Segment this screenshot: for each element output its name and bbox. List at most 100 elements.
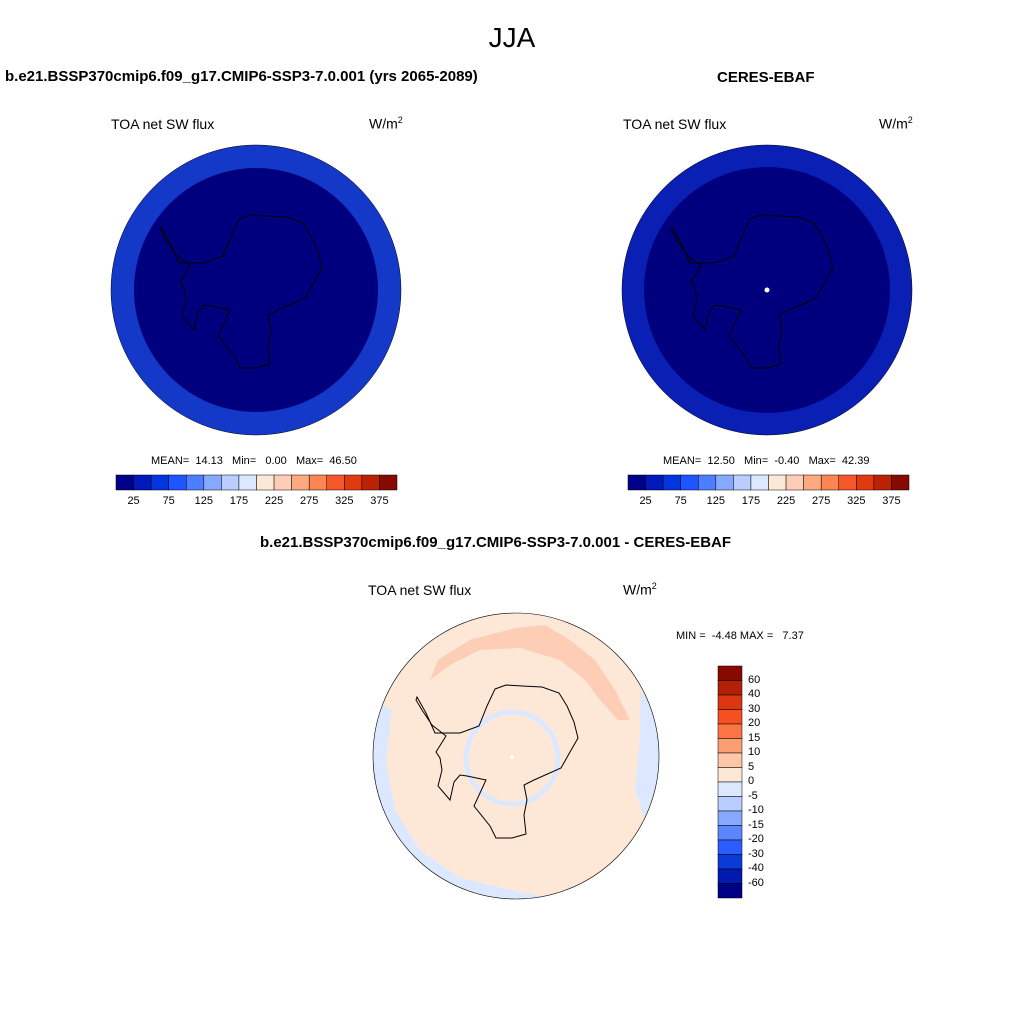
diff-cool-region-west bbox=[373, 700, 560, 899]
left-colorbar-tick-label: 375 bbox=[370, 495, 389, 507]
diff-colorbar-tick-label: 60 bbox=[748, 673, 761, 686]
diff-colorbar-tick-label: 0 bbox=[748, 775, 755, 787]
left-min-label: Min= bbox=[232, 455, 257, 467]
diff-colorbar-tick-label: 5 bbox=[748, 760, 755, 773]
diff-colorbar-tick-label: -10 bbox=[748, 804, 764, 816]
left-colorbar-tick-label: 225 bbox=[264, 495, 284, 507]
right-colorbar-swatch-6 bbox=[733, 474, 752, 491]
left-stats: MEAN= 14.13 Min= 0.00 Max= 46.50 bbox=[151, 455, 357, 467]
left-colorbar-tick-label: 125 bbox=[194, 495, 213, 507]
right-variable-label: TOA net SW flux bbox=[623, 116, 727, 132]
left-colorbar bbox=[115, 474, 398, 491]
left-colorbar-swatch-15 bbox=[379, 474, 398, 491]
left-max-label: Max= bbox=[295, 455, 324, 467]
diff-colorbar-tick-label: 40 bbox=[748, 688, 761, 700]
left-colorbar-tick-label: 275 bbox=[300, 495, 319, 507]
diff-colorbar-swatch-1 bbox=[717, 680, 743, 696]
diff-max-label: MAX = bbox=[739, 630, 774, 642]
left-variable-label: TOA net SW flux bbox=[111, 116, 215, 132]
diff-colorbar-swatch-12 bbox=[717, 839, 743, 855]
left-map-inner-field bbox=[134, 168, 378, 412]
right-colorbar-swatch-10 bbox=[803, 474, 822, 491]
diff-colorbar-swatch-15 bbox=[717, 883, 743, 899]
diff-colorbar-tick-label: -20 bbox=[748, 833, 764, 845]
diff-colorbar-swatch-3 bbox=[717, 709, 743, 725]
diff-colorbar-swatch-4 bbox=[717, 723, 743, 739]
left-colorbar-swatch-11 bbox=[308, 474, 327, 491]
right-mean-label: MEAN= bbox=[663, 455, 702, 467]
right-colorbar-tick-label: 225 bbox=[776, 495, 796, 507]
right-units-label: W/m2 bbox=[879, 115, 913, 132]
right-colorbar-tick-label: 275 bbox=[812, 495, 831, 507]
diff-variable-label: TOA net SW flux bbox=[368, 582, 472, 598]
left-colorbar-swatch-1 bbox=[133, 474, 152, 491]
left-colorbar-swatch-14 bbox=[361, 474, 380, 491]
left-colorbar-tick-label: 25 bbox=[127, 495, 140, 507]
right-pole-missing-dot bbox=[764, 287, 770, 293]
figure-title: JJA bbox=[488, 22, 536, 53]
diff-colorbar-swatch-7 bbox=[717, 767, 743, 783]
right-colorbar-tick-label: 75 bbox=[674, 495, 687, 507]
right-colorbar-swatch-11 bbox=[820, 474, 839, 491]
left-colorbar-swatch-4 bbox=[186, 474, 205, 491]
diff-colorbar-swatch-6 bbox=[717, 752, 743, 768]
left-max-value: 46.50 bbox=[329, 455, 357, 467]
right-colorbar-swatch-3 bbox=[680, 474, 699, 491]
right-case-title: CERES-EBAF bbox=[717, 69, 815, 86]
right-stats: MEAN= 12.50 Min= -0.40 Max= 42.39 bbox=[663, 455, 869, 467]
diff-colorbar-swatch-8 bbox=[717, 781, 743, 797]
diff-units-base: W/m bbox=[623, 581, 652, 598]
right-colorbar-swatch-4 bbox=[698, 474, 717, 491]
left-colorbar-swatch-0 bbox=[115, 474, 134, 491]
right-colorbar-tick-label: 325 bbox=[847, 495, 866, 507]
diff-colorbar-swatch-5 bbox=[717, 738, 743, 754]
right-max-value: 42.39 bbox=[841, 455, 870, 467]
left-colorbar-tick-label: 75 bbox=[162, 495, 175, 507]
diff-colorbar-swatch-14 bbox=[717, 868, 743, 884]
left-mean-label: MEAN= bbox=[151, 455, 190, 467]
right-colorbar-swatch-9 bbox=[785, 474, 804, 491]
diff-colorbar-swatch-9 bbox=[717, 796, 743, 812]
right-colorbar-swatch-0 bbox=[627, 474, 646, 491]
left-colorbar-swatch-8 bbox=[256, 474, 275, 491]
diff-warm-band bbox=[430, 625, 630, 720]
right-colorbar-swatch-1 bbox=[645, 474, 664, 491]
right-min-value: -0.40 bbox=[774, 455, 800, 467]
right-colorbar-swatch-15 bbox=[891, 474, 910, 491]
right-max-label: Max= bbox=[808, 455, 836, 467]
diff-map-background bbox=[373, 613, 659, 899]
diff-min-value: -4.48 bbox=[711, 630, 737, 642]
left-colorbar-tick-label: 175 bbox=[229, 495, 249, 507]
diff-colorbar-tick-label: 15 bbox=[748, 731, 761, 744]
left-colorbar-swatch-3 bbox=[168, 474, 187, 491]
right-colorbar bbox=[627, 474, 910, 491]
left-colorbar-swatch-7 bbox=[238, 474, 257, 491]
left-case-title: b.e21.BSSP370cmip6.f09_g17.CMIP6-SSP3-7.… bbox=[5, 68, 478, 85]
left-mean-value: 14.13 bbox=[195, 455, 223, 467]
right-colorbar-tick-label: 125 bbox=[706, 495, 725, 507]
diff-cool-region-east bbox=[635, 690, 659, 820]
diff-colorbar-tick-label: 10 bbox=[748, 746, 761, 758]
left-units-exponent: 2 bbox=[397, 115, 403, 125]
left-min-value: 0.00 bbox=[265, 455, 287, 467]
left-colorbar-swatch-2 bbox=[150, 474, 169, 491]
left-units-label: W/m2 bbox=[369, 115, 403, 132]
diff-cool-ring bbox=[463, 709, 561, 807]
right-colorbar-tick-label: 375 bbox=[882, 495, 901, 507]
diff-units-label: W/m2 bbox=[623, 581, 657, 598]
diff-antarctica-coastline bbox=[415, 684, 579, 839]
diff-units-exponent: 2 bbox=[651, 581, 657, 591]
right-min-label: Min= bbox=[744, 455, 769, 467]
diff-colorbar-tick-label: 20 bbox=[748, 717, 761, 729]
diff-colorbar-swatch-2 bbox=[717, 694, 743, 710]
right-polar-map bbox=[621, 144, 913, 436]
diff-colorbar-tick-label: -15 bbox=[748, 818, 764, 831]
diff-colorbar-swatch-10 bbox=[717, 810, 743, 826]
diff-colorbar-tick-label: -5 bbox=[748, 789, 758, 802]
left-polar-map bbox=[110, 144, 402, 436]
right-colorbar-swatch-13 bbox=[856, 474, 875, 491]
diff-colorbar-tick-label: -30 bbox=[748, 847, 764, 860]
diff-colorbar-swatch-0 bbox=[717, 665, 743, 681]
right-units-base: W/m bbox=[879, 115, 908, 132]
